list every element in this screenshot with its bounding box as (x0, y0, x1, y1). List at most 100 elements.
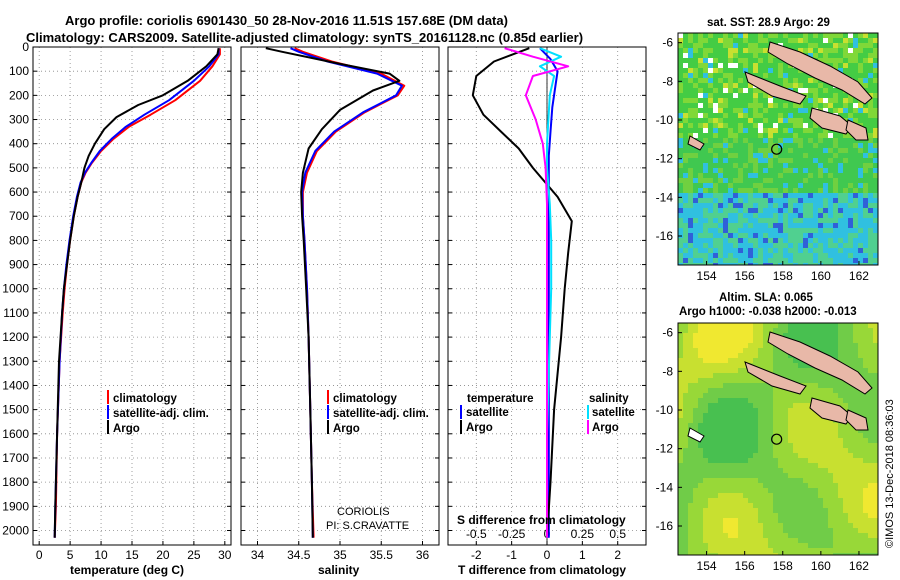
map-cell (813, 153, 818, 158)
map-cell (693, 553, 698, 555)
map-cell (708, 533, 713, 538)
map-cell (833, 528, 838, 533)
map-cell (858, 203, 863, 208)
map-cell (723, 228, 728, 233)
map-cell (733, 38, 738, 43)
map-cell (823, 178, 828, 183)
map-cell (758, 203, 763, 208)
map-cell (703, 168, 708, 173)
map-cell (783, 98, 788, 103)
map-cell (718, 218, 723, 223)
map-cell (708, 213, 713, 218)
map-cell (753, 173, 758, 178)
map-cell (713, 343, 718, 348)
map-cell (853, 523, 858, 528)
map-cell (708, 243, 713, 248)
map-cell (833, 153, 838, 158)
series-line-climatology (53, 48, 221, 538)
map-cell (853, 443, 858, 448)
map-cell (798, 193, 803, 198)
map-cell (723, 168, 728, 173)
map-cell (768, 193, 773, 198)
map-cell (683, 38, 688, 43)
map-cell (698, 93, 703, 98)
map-cell (783, 118, 788, 123)
map-cell (828, 233, 833, 238)
map-cell (823, 498, 828, 503)
map-cell (718, 83, 723, 88)
map-cell (728, 413, 733, 418)
map-cell (723, 373, 728, 378)
map-cell (823, 248, 828, 253)
map-cell (858, 468, 863, 473)
map-cell (693, 208, 698, 213)
map-cell (708, 248, 713, 253)
map-cell (828, 213, 833, 218)
map-cell (868, 43, 873, 48)
map-cell (783, 453, 788, 458)
map-cell (848, 238, 853, 243)
map-cell (828, 398, 833, 403)
map-cell (803, 98, 808, 103)
map-cell (763, 228, 768, 233)
map-cell (733, 138, 738, 143)
map-cell (683, 398, 688, 403)
map-cell (828, 38, 833, 43)
map-cell (678, 178, 683, 183)
map-cell (818, 538, 823, 543)
map-cell (718, 433, 723, 438)
map-cell (858, 528, 863, 533)
map-cell (718, 213, 723, 218)
x-tick-label: 30 (218, 548, 232, 562)
map-cell (723, 233, 728, 238)
map-cell (718, 413, 723, 418)
map-cell (678, 358, 683, 363)
map-cell (713, 138, 718, 143)
map-cell (823, 258, 828, 263)
map-cell (763, 453, 768, 458)
map-cell (763, 438, 768, 443)
map-cell (748, 138, 753, 143)
map-cell (743, 223, 748, 228)
map-cell (768, 533, 773, 538)
map-cell (743, 153, 748, 158)
map-cell (803, 223, 808, 228)
map-cell (743, 143, 748, 148)
map-cell (708, 363, 713, 368)
map-cell (803, 503, 808, 508)
map-cell (783, 183, 788, 188)
map-cell (718, 138, 723, 143)
map-cell (743, 378, 748, 383)
map-cell (853, 408, 858, 413)
map-cell (873, 113, 878, 118)
map-cell (858, 493, 863, 498)
map-cell (748, 88, 753, 93)
map-cell (683, 523, 688, 528)
map-cell (753, 163, 758, 168)
map-cell (678, 458, 683, 463)
map-cell (768, 223, 773, 228)
map-cell (768, 448, 773, 453)
map-cell (728, 463, 733, 468)
map-cell (873, 243, 878, 248)
map-cell (688, 378, 693, 383)
map-cell (808, 173, 813, 178)
map-cell (798, 553, 803, 555)
map-cell (818, 493, 823, 498)
map-cell (783, 208, 788, 213)
map-cell (788, 528, 793, 533)
map-cell (763, 258, 768, 263)
map-cell (833, 163, 838, 168)
map-cell (728, 358, 733, 363)
map-cell (793, 358, 798, 363)
map-cell (688, 113, 693, 118)
map-cell (748, 423, 753, 428)
map-cell (833, 338, 838, 343)
map-cell (818, 478, 823, 483)
map-cell (858, 433, 863, 438)
map-cell (818, 83, 823, 88)
map-cell (693, 448, 698, 453)
map-cell (708, 448, 713, 453)
map-cell (723, 498, 728, 503)
map-cell (853, 428, 858, 433)
